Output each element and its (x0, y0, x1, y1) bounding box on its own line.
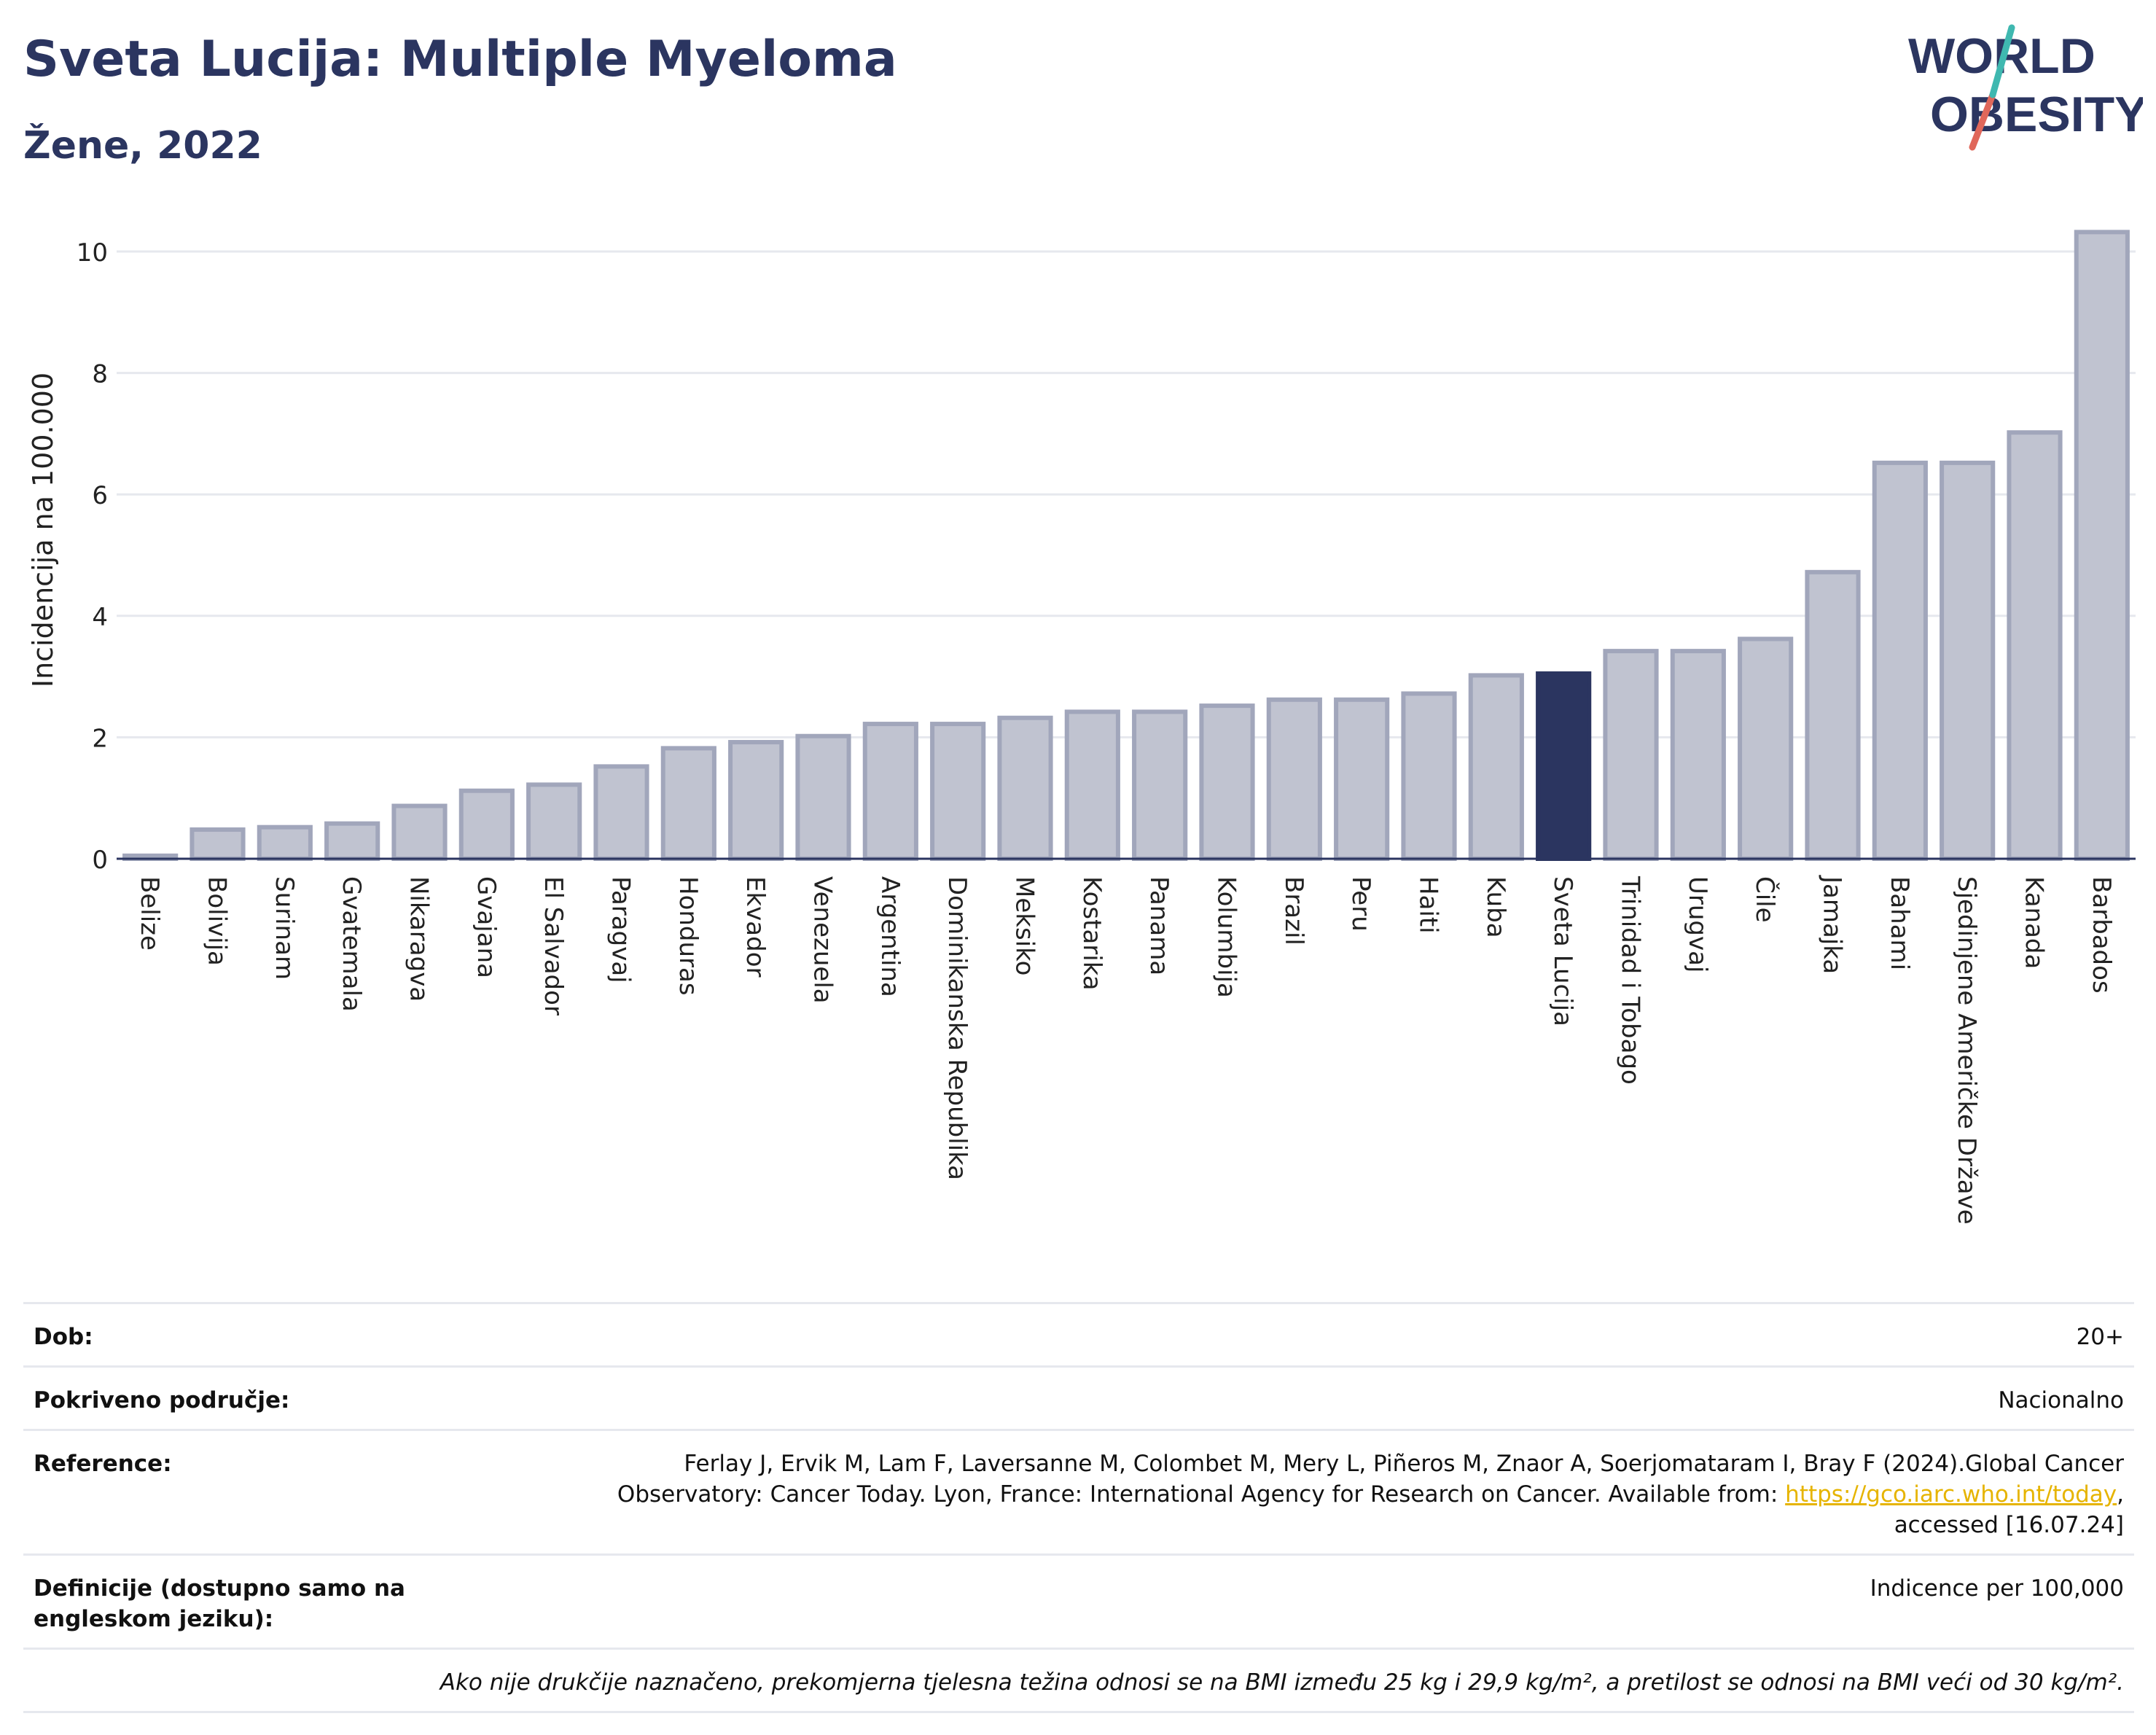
age-label: Dob: (34, 1324, 93, 1350)
x-tick-label: Surinam (270, 876, 299, 980)
x-tick-label: Peru (1346, 876, 1375, 932)
bar (1670, 649, 1726, 861)
logo-line2: OBESITY (1930, 87, 2143, 142)
x-tick-label: Brazil (1279, 876, 1308, 946)
reference-text-2: Observatory: Cancer Today. Lyon, France:… (617, 1481, 1786, 1508)
x-tick-label: Jamajka (1818, 875, 1847, 974)
reference-text-4: accessed [16.07.24] (1894, 1512, 2124, 1538)
bar (1199, 703, 1255, 861)
y-tick-label: 8 (92, 360, 108, 389)
y-tick-label: 0 (92, 846, 108, 875)
x-tick-label: Urugvaj (1683, 876, 1712, 972)
x-tick-label: Paragvaj (606, 876, 636, 983)
coverage-label: Pokriveno područje: (34, 1387, 290, 1414)
bar (1064, 709, 1120, 861)
bar (2007, 430, 2063, 861)
x-tick-label: Bahami (1885, 876, 1914, 970)
x-tick-label: Kanada (2020, 876, 2049, 969)
x-tick-label: Panama (1144, 876, 1173, 975)
bar (728, 740, 784, 862)
x-tick-label: Nikaragva (405, 876, 434, 1002)
y-tick-label: 6 (92, 481, 108, 510)
bar (1334, 697, 1390, 862)
definitions-label: Definicije (dostupno samo na engleskom j… (34, 1575, 405, 1632)
info-row-reference: Reference: Ferlay J, Ervik M, Lam F, Lav… (23, 1429, 2134, 1553)
x-tick-label: Ekvador (741, 876, 770, 978)
bar (526, 782, 582, 862)
x-tick-label: Venezuela (808, 876, 837, 1004)
x-tick-label: Bolivija (203, 876, 232, 966)
y-tick-labels: 0 2 4 6 8 10 (77, 238, 108, 875)
y-tick-label: 10 (77, 238, 108, 268)
x-tick-label: Honduras (673, 876, 703, 996)
y-tick-label: 2 (92, 724, 108, 753)
bar (1940, 460, 1996, 861)
bar (257, 824, 313, 861)
x-tick-label: Barbados (2087, 876, 2116, 994)
x-tick-label: Kolumbija (1212, 876, 1241, 998)
bar (593, 764, 649, 862)
bars (122, 230, 2130, 862)
age-value: 20+ (2076, 1324, 2124, 1350)
bar (997, 715, 1053, 862)
reference-label: Reference: (34, 1451, 172, 1477)
bar (862, 722, 918, 861)
info-row-note: Ako nije drukčije naznačeno, prekomjerna… (23, 1648, 2134, 1713)
reference-text-3: , (2117, 1481, 2124, 1508)
x-tick-label: Sveta Lucija (1548, 876, 1577, 1026)
x-tick-label: Gvajana (472, 876, 501, 978)
info-table: Dob: 20+ Pokriveno područje: Nacionalno … (23, 1302, 2134, 1713)
bar (1132, 709, 1188, 861)
bar (1805, 569, 1861, 861)
x-tick-label: Čile (1750, 876, 1780, 923)
bar (190, 827, 246, 861)
x-tick-labels: Belize Bolivija Surinam Gvatemala Nikaragva G… (135, 875, 2116, 1225)
info-row-coverage: Pokriveno područje: Nacionalno (23, 1365, 2134, 1429)
bar (1738, 636, 1794, 861)
x-tick-label: Dominikanska Republika (942, 876, 972, 1180)
bar (1872, 460, 1928, 861)
bar (1603, 649, 1659, 861)
world-obesity-logo: WORLD OBESITY (1908, 24, 2143, 151)
bar (391, 803, 448, 862)
reference-link[interactable]: https://gco.iarc.who.int/today (1785, 1481, 2117, 1508)
bar (324, 821, 380, 862)
x-tick-label: Argentina (875, 876, 905, 997)
y-axis-label: Incidencija na 100.000 (27, 373, 59, 687)
bar-chart: 0 2 4 6 8 10 Belize Bolivija Surinam Gvatemala Ni… (27, 230, 2136, 1225)
bar (1468, 673, 1524, 862)
bar-highlighted (1536, 671, 1592, 861)
footnote: Ako nije drukčije naznačeno, prekomjerna… (440, 1669, 2124, 1696)
page-subtitle: Žene, 2022 (23, 124, 262, 168)
x-tick-label: Kuba (1481, 876, 1510, 938)
reference-text-1: Ferlay J, Ervik M, Lam F, Laversanne M, … (684, 1451, 2124, 1477)
bar (2074, 230, 2130, 861)
reference-value: Ferlay J, Ervik M, Lam F, Laversanne M, … (617, 1449, 2124, 1540)
info-row-definitions: Definicije (dostupno samo na engleskom j… (23, 1553, 2134, 1648)
info-row-age: Dob: 20+ (23, 1302, 2134, 1365)
definitions-value: Indicence per 100,000 (1870, 1575, 2124, 1602)
bar (458, 788, 515, 861)
x-tick-label: El Salvador (539, 876, 568, 1015)
x-tick-label: Belize (135, 876, 164, 951)
x-tick-label: Sjedinjene Američke Države (1952, 876, 1981, 1225)
bar (795, 733, 851, 862)
bar (1266, 697, 1322, 862)
bar (660, 746, 716, 862)
x-tick-label: Kostarika (1077, 876, 1106, 991)
bar (930, 722, 986, 861)
x-tick-label: Haiti (1414, 876, 1443, 934)
x-tick-label: Meksiko (1010, 876, 1039, 975)
y-tick-label: 4 (92, 603, 108, 632)
bar (1401, 691, 1457, 862)
x-tick-label: Gvatemala (337, 876, 366, 1012)
coverage-value: Nacionalno (1998, 1387, 2124, 1414)
x-tick-label: Trinidad i Tobago (1616, 876, 1645, 1085)
grid-lines (117, 250, 2136, 738)
page-title: Sveta Lucija: Multiple Myeloma (23, 31, 897, 88)
